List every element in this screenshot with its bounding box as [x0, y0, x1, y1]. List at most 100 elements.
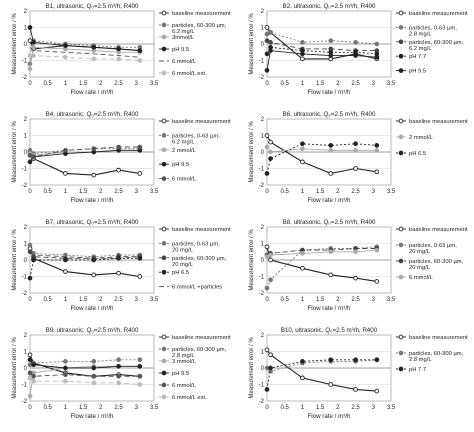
chart-title: B9, ultrasonic, Q₀=2.5 m³/h, R400: [46, 327, 139, 334]
x-tick-label: 2.5: [351, 81, 360, 87]
legend-marker: [161, 346, 167, 352]
x-axis-label: Flow rate / m³/h: [308, 305, 352, 312]
y-tick-label: 0: [261, 366, 265, 372]
data-point: [137, 357, 143, 363]
y-tick-label: -2: [22, 399, 28, 405]
x-tick-label: 0: [28, 405, 32, 411]
y-tick-label: -2: [259, 183, 265, 189]
legend-entry: 6 mmol/L +particles: [172, 285, 222, 291]
x-tick-label: 2.5: [351, 405, 360, 411]
y-tick-label: -1: [22, 275, 28, 281]
data-point: [31, 362, 36, 368]
data-point: [353, 357, 358, 363]
legend-marker: [161, 70, 167, 76]
y-tick-label: 1: [24, 26, 28, 32]
data-point: [137, 171, 143, 176]
data-point: [374, 388, 380, 394]
series-line: [266, 32, 377, 45]
legend-entry: pH 6.5: [172, 270, 189, 276]
data-point: [264, 387, 270, 392]
series-line: [266, 46, 377, 55]
series-line: [266, 249, 377, 258]
chart-panel-2: 210-1-20 0.5 1 1.5 2 2.5 3 3.5B2, ultrasonic, Q…: [249, 3, 468, 96]
data-point: [268, 39, 273, 45]
x-tick-label: 0.5: [44, 189, 53, 195]
legend-marker: [161, 22, 167, 28]
legend-entry: 6 mmol/L: [172, 383, 197, 389]
data-point: [264, 51, 270, 57]
y-tick-label: 1: [261, 134, 265, 140]
data-point: [137, 144, 143, 150]
legend-marker: [398, 134, 404, 140]
y-tick-label: -1: [259, 167, 265, 173]
legend-marker: [161, 118, 167, 124]
data-point: [374, 357, 380, 363]
x-tick-label: 0: [28, 81, 32, 87]
series-line: [29, 257, 140, 279]
x-tick-label: 2: [336, 405, 340, 411]
legend-entry: 2 mmol/L: [409, 135, 434, 141]
legend-entry: 2.8 mg/L: [172, 353, 195, 359]
x-tick-label: 3.5: [387, 297, 396, 303]
x-tick-label: 0.5: [44, 81, 53, 87]
data-point: [264, 68, 270, 73]
chart-panel-1: 210-1-20 0.5 1 1.5 2 2.5 3 3.5B1, ultrasonic, Q…: [12, 3, 231, 96]
data-point: [268, 252, 273, 258]
y-axis-label: Measurement error / %: [12, 121, 18, 183]
y-tick-label: -1: [259, 383, 265, 389]
y-tick-label: 1: [261, 242, 265, 248]
x-tick-label: 0: [265, 81, 269, 87]
legend-entry: particles, 60-300 µm,: [172, 256, 227, 262]
data-point: [91, 172, 97, 178]
data-point: [63, 171, 68, 176]
legend-entry: 6.2 mg/L: [172, 29, 195, 35]
legend-marker: [398, 350, 404, 356]
data-point: [353, 147, 358, 153]
x-tick-label: 0.5: [281, 189, 290, 195]
y-tick-label: -2: [22, 183, 28, 189]
legend-entry: baseline measurement: [409, 119, 468, 125]
legend-marker: [398, 226, 404, 232]
x-tick-label: 3: [135, 405, 139, 411]
x-tick-label: 1: [301, 189, 305, 195]
legend-entry: particles, 60-300 µm,: [409, 40, 464, 46]
chart-title: B10, ultrasonic, Q₀=2.5 m³/h, R400: [281, 327, 378, 334]
legend-entry: particles, 60-300 µm,: [409, 351, 464, 357]
x-tick-label: 3.5: [387, 81, 396, 87]
data-point: [268, 48, 273, 53]
legend-entry: baseline measurement: [172, 11, 231, 17]
data-point: [268, 257, 273, 263]
series-line: [29, 245, 140, 258]
legend-marker: [161, 147, 167, 153]
y-tick-label: 0: [24, 42, 28, 48]
series-line: [266, 40, 377, 52]
data-point: [268, 277, 273, 283]
chart-title: B7, ultrasonic, Q₀=2.5 m³/h, R400: [46, 219, 139, 226]
data-point: [91, 146, 97, 152]
legend-marker: [161, 358, 167, 364]
legend-marker: [161, 176, 167, 181]
legend-marker: [398, 334, 404, 340]
data-point: [63, 365, 68, 371]
y-tick-label: 2: [24, 9, 28, 15]
data-point: [374, 169, 380, 175]
data-point: [116, 46, 121, 52]
legend-entry: baseline measurement: [409, 335, 468, 341]
x-tick-label: 1: [301, 405, 305, 411]
series-line: [266, 359, 377, 390]
data-point: [137, 373, 143, 379]
y-tick-label: -2: [22, 291, 28, 297]
data-point: [116, 56, 121, 62]
y-tick-label: -2: [259, 399, 265, 405]
x-tick-label: 0: [265, 189, 269, 195]
data-point: [353, 39, 358, 45]
x-tick-label: 3.5: [150, 81, 159, 87]
data-point: [116, 363, 121, 369]
x-tick-label: 0.5: [281, 297, 290, 303]
y-tick-label: 0: [24, 366, 28, 372]
legend-marker: [398, 118, 404, 124]
data-point: [353, 275, 358, 281]
chart-title: B2, ultrasonic, Q₀=2.5 m³/h, R400: [283, 3, 376, 10]
